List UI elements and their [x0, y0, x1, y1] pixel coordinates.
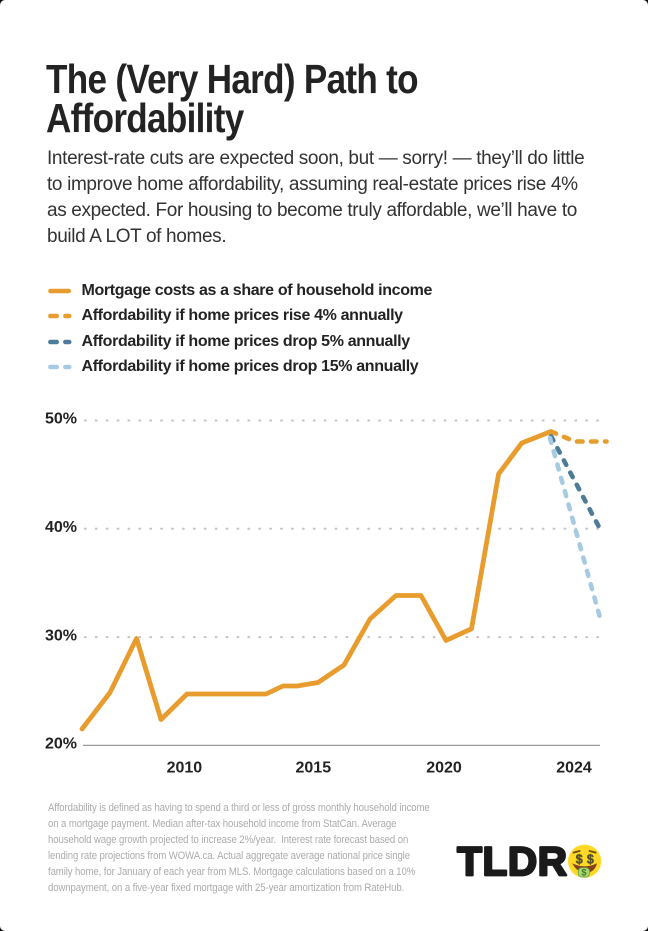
svg-text:$: $	[576, 852, 583, 866]
svg-text:2010: 2010	[167, 760, 203, 777]
svg-text:2024: 2024	[556, 760, 592, 777]
svg-text:$: $	[581, 868, 586, 878]
svg-text:2015: 2015	[296, 760, 332, 777]
svg-text:$: $	[587, 852, 594, 866]
svg-text:20%: 20%	[45, 736, 77, 753]
svg-text:50%: 50%	[45, 411, 77, 428]
svg-text:30%: 30%	[45, 627, 77, 644]
svg-text:2020: 2020	[426, 760, 462, 777]
svg-text:40%: 40%	[45, 519, 77, 536]
